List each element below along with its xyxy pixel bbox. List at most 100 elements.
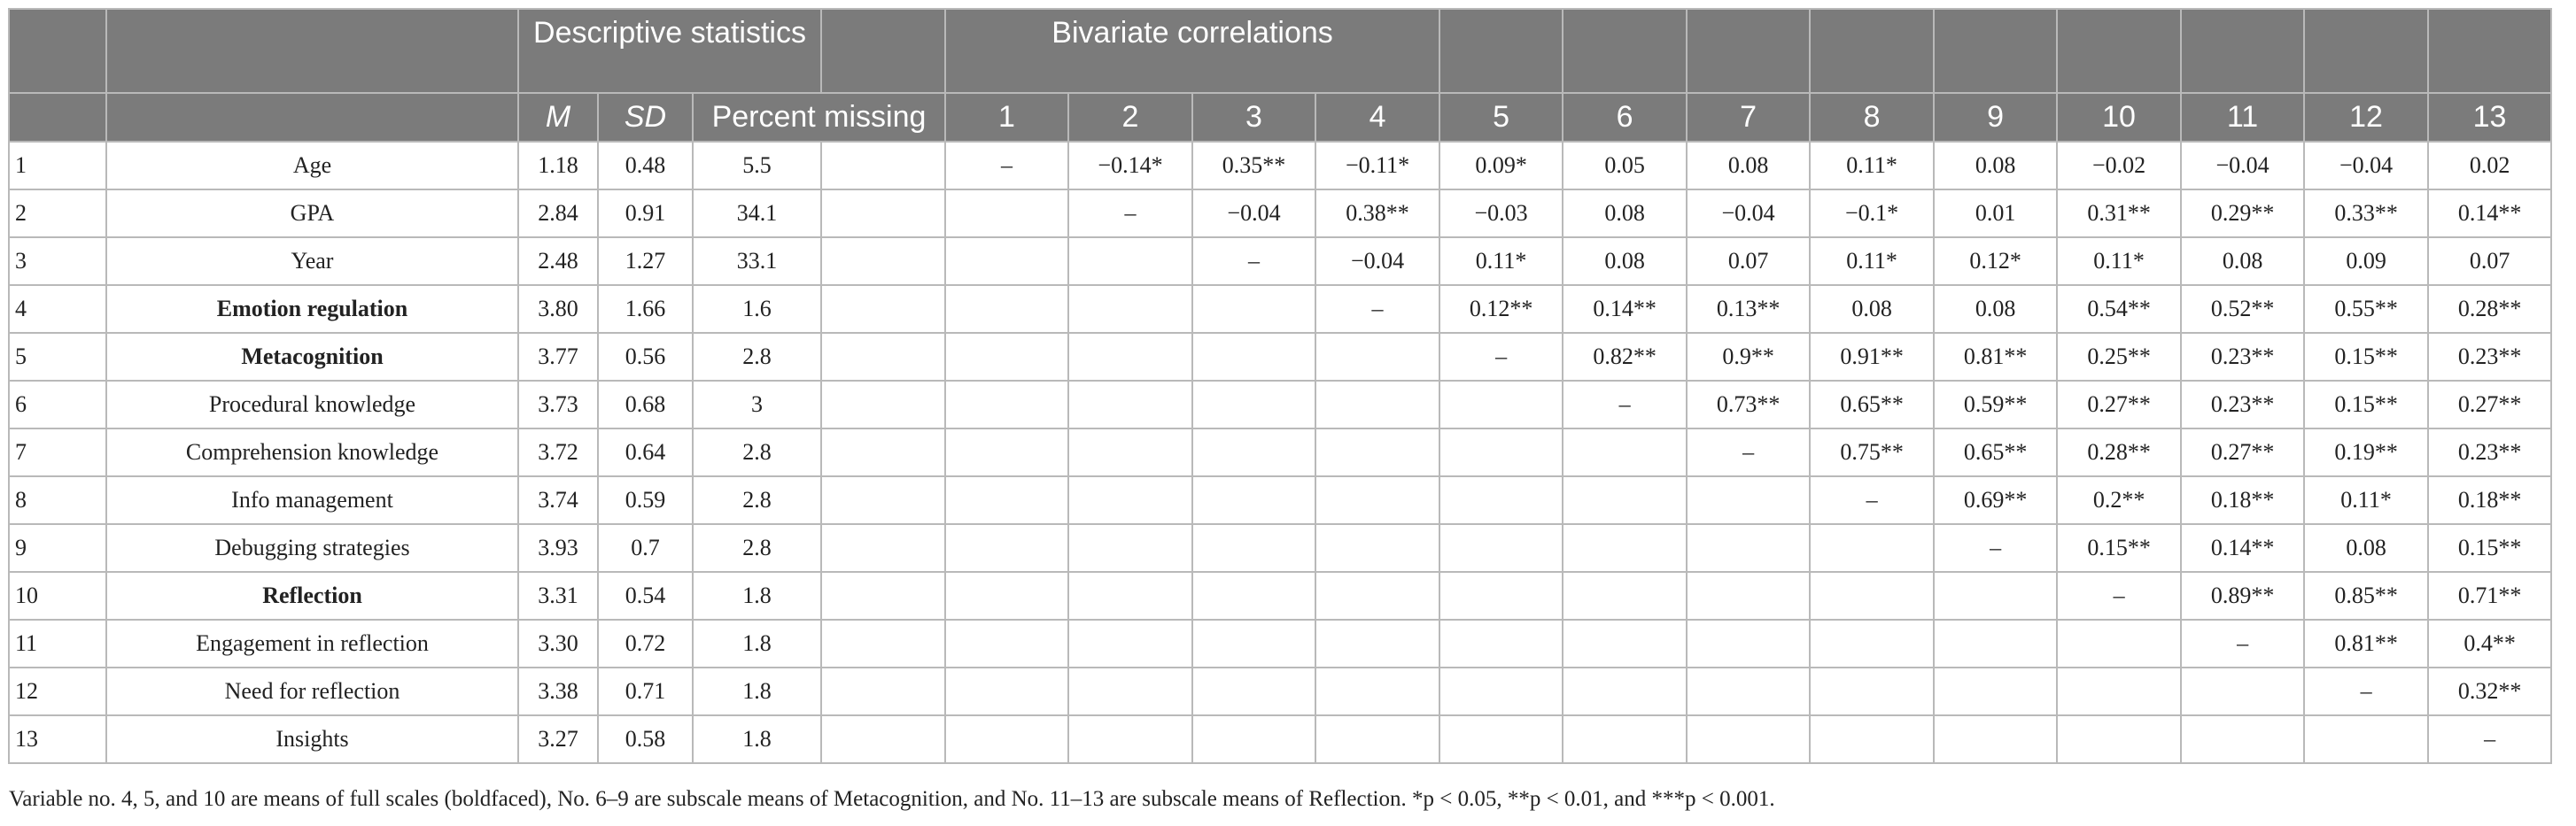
- correlation-cell: 0.59**: [1933, 380, 2059, 429]
- header-corr-11: 11: [2180, 92, 2306, 143]
- variable-name: Insights: [105, 714, 519, 764]
- row-number: 11: [8, 619, 107, 668]
- correlation-cell: 0.52**: [2180, 284, 2306, 334]
- correlation-cell: 0.54**: [2056, 284, 2183, 334]
- correlation-cell: 0.28**: [2427, 284, 2553, 334]
- correlation-cell: [944, 236, 1070, 286]
- correlation-cell: –: [2303, 667, 2430, 716]
- percent-missing-value: 1.8: [691, 714, 823, 764]
- correlation-cell: 0.2**: [2056, 475, 2183, 525]
- correlation-cell: [1315, 332, 1441, 382]
- row-number: 2: [8, 189, 107, 238]
- correlation-cell: 0.23**: [2427, 332, 2553, 382]
- correlation-cell: –: [2180, 619, 2306, 668]
- sd-value: 0.58: [597, 714, 694, 764]
- correlation-cell: [2056, 714, 2183, 764]
- correlation-cell: [944, 380, 1070, 429]
- correlation-cell: 0.35**: [1191, 141, 1317, 190]
- correlation-cell: 0.55**: [2303, 284, 2430, 334]
- correlation-cell: [1191, 332, 1317, 382]
- header-corr-9: 9: [1933, 92, 2059, 143]
- header-empty: [2303, 8, 2430, 94]
- table-row: 10 Reflection 3.31 0.54 1.8 –0.89** 0.85** 0.71…: [8, 571, 2576, 621]
- header-sd: SD: [597, 92, 694, 143]
- correlation-cell: [1809, 571, 1936, 621]
- empty-gap-cell: [820, 475, 947, 525]
- correlation-cell: –: [1315, 284, 1441, 334]
- correlation-cell: [1439, 523, 1564, 573]
- correlation-cell: [1191, 571, 1317, 621]
- correlation-cell: [1809, 523, 1936, 573]
- correlation-cell: [1191, 667, 1317, 716]
- sd-value: 0.72: [597, 619, 694, 668]
- empty-gap-cell: [820, 428, 947, 477]
- correlation-cell: 0.27**: [2427, 380, 2553, 429]
- header-empty-num: [8, 8, 107, 94]
- percent-missing-value: 33.1: [691, 236, 823, 286]
- mean-value: 3.31: [517, 571, 599, 621]
- table-row: 5 Metacognition 3.77 0.56 2.8 –0.82** 0.9** 0.9…: [8, 332, 2576, 382]
- header-corr-1: 1: [944, 92, 1070, 143]
- percent-missing-value: 34.1: [691, 189, 823, 238]
- mean-value: 3.80: [517, 284, 599, 334]
- header-empty: [2427, 8, 2553, 94]
- correlation-cell: [944, 523, 1070, 573]
- correlation-cell: 0.65**: [1809, 380, 1936, 429]
- correlation-cell: 0.11*: [1439, 236, 1564, 286]
- correlation-cell: [2303, 714, 2430, 764]
- correlation-cell: [1067, 332, 1194, 382]
- correlation-cell: 0.33**: [2303, 189, 2430, 238]
- table-row: 9 Debugging strategies 3.93 0.7 2.8–0.15** 0.…: [8, 523, 2576, 573]
- correlation-cell: [1315, 475, 1441, 525]
- header-empty-num: [8, 92, 107, 143]
- header-empty: [1562, 8, 1688, 94]
- sd-value: 0.59: [597, 475, 694, 525]
- correlation-cell: 0.15**: [2056, 523, 2183, 573]
- variable-name: Info management: [105, 475, 519, 525]
- sd-value: 0.68: [597, 380, 694, 429]
- percent-missing-value: 3: [691, 380, 823, 429]
- correlation-cell: [1933, 619, 2059, 668]
- correlation-cell: 0.12*: [1933, 236, 2059, 286]
- table-row: 2 GPA 2.84 0.91 34.1– −0.04 0.38** −0.03 0.08 −0.…: [8, 189, 2576, 238]
- correlation-cell: 0.85**: [2303, 571, 2430, 621]
- correlation-cell: 0.82**: [1562, 332, 1688, 382]
- percent-missing-value: 2.8: [691, 332, 823, 382]
- correlation-cell: 0.27**: [2056, 380, 2183, 429]
- header-row-columns: M SD Percent missing 1 2 3 4 5 6 7 8 9 1…: [8, 92, 2576, 143]
- correlation-cell: 0.02: [2427, 141, 2553, 190]
- correlation-cell: –: [2427, 714, 2553, 764]
- correlation-cell: −0.11*: [1315, 141, 1441, 190]
- variable-name: Age: [105, 141, 519, 190]
- table-row: 3 Year 2.48 1.27 33.1– −0.04 0.11* 0.08 0.07 0.11…: [8, 236, 2576, 286]
- correlation-cell: 0.15**: [2427, 523, 2553, 573]
- correlation-cell: 0.25**: [2056, 332, 2183, 382]
- correlation-cell: [944, 332, 1070, 382]
- correlation-cell: [1439, 619, 1564, 668]
- correlation-cell: 0.09*: [1439, 141, 1564, 190]
- correlation-cell: 0.11*: [1809, 236, 1936, 286]
- sd-value: 0.64: [597, 428, 694, 477]
- percent-missing-value: 1.8: [691, 571, 823, 621]
- correlation-cell: 0.75**: [1809, 428, 1936, 477]
- correlation-cell: [1562, 428, 1688, 477]
- correlation-cell: 0.23**: [2427, 428, 2553, 477]
- table-row: 1 Age 1.18 0.48 5.5– −0.14* 0.35** −0.11* 0.09* 0…: [8, 141, 2576, 190]
- correlation-cell: [1809, 619, 1936, 668]
- correlation-cell: 0.23**: [2180, 380, 2306, 429]
- correlation-cell: [1315, 428, 1441, 477]
- mean-value: 2.84: [517, 189, 599, 238]
- percent-missing-value: 1.6: [691, 284, 823, 334]
- mean-value: 3.30: [517, 619, 599, 668]
- table-footnote: Variable no. 4, 5, and 10 are means of f…: [9, 787, 1775, 811]
- correlation-cell: −0.04: [1315, 236, 1441, 286]
- table-row: 12 Need for reflection 3.38 0.71 1.8 –0.32**: [8, 667, 2576, 716]
- variable-name: Need for reflection: [105, 667, 519, 716]
- correlation-cell: [1809, 714, 1936, 764]
- sd-value: 0.71: [597, 667, 694, 716]
- correlation-cell: 0.08: [2303, 523, 2430, 573]
- correlation-cell: –: [1562, 380, 1688, 429]
- correlation-cell: −0.04: [1686, 189, 1812, 238]
- correlation-cell: [2056, 667, 2183, 716]
- row-number: 9: [8, 523, 107, 573]
